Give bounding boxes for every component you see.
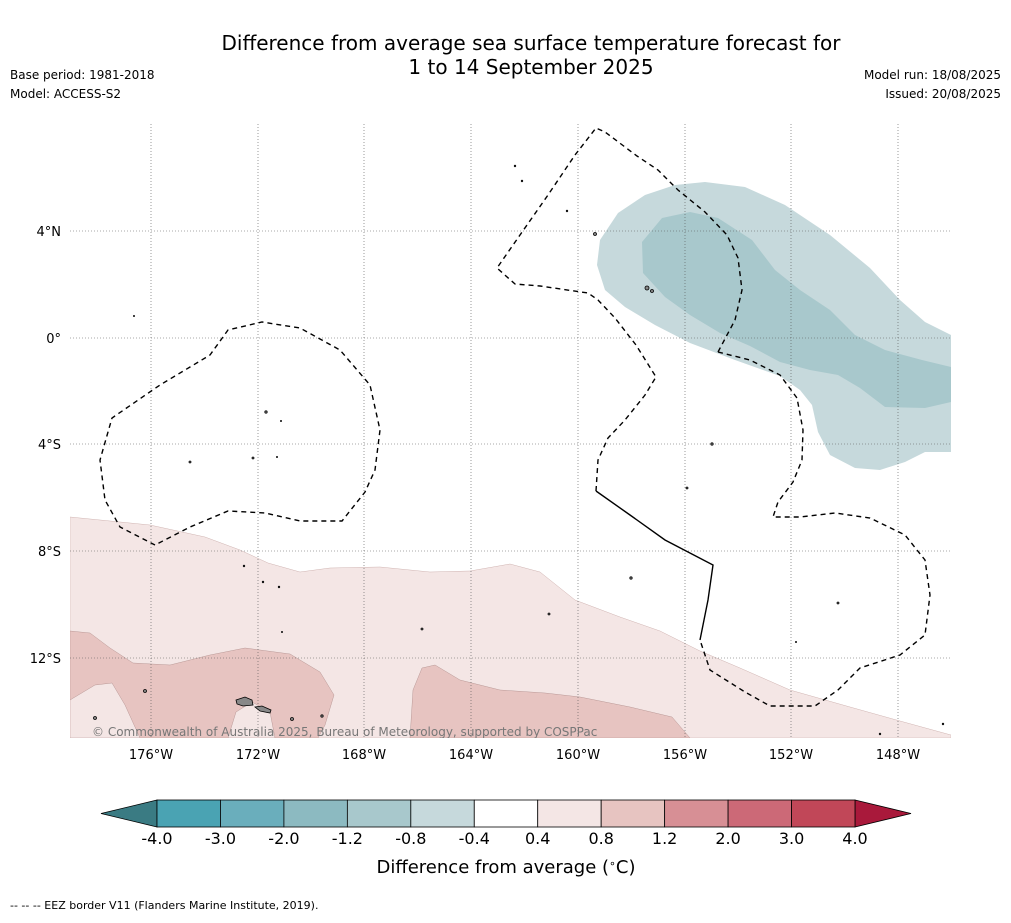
colorbar-tick-label: -2.0	[268, 829, 299, 848]
colorbar-tick-label: 3.0	[779, 829, 804, 848]
colorbar-tick-label: -3.0	[205, 829, 236, 848]
colorbar-swatch	[220, 799, 285, 828]
meta-right: Model run: 18/08/2025 Issued: 20/08/2025	[864, 66, 1001, 104]
colorbar-tick-label: -1.2	[332, 829, 363, 848]
map-title-line1: Difference from average sea surface temp…	[221, 31, 841, 55]
colorbar-degree-mark: ∘	[609, 857, 616, 870]
colorbar-tick-label: -0.8	[395, 829, 426, 848]
meta-left: Base period: 1981-2018 Model: ACCESS-S2	[10, 66, 155, 104]
map-title: Difference from average sea surface temp…	[0, 31, 1011, 79]
anomaly-warm-mid-center	[409, 664, 691, 738]
colorbar	[100, 799, 912, 828]
colorbar-title: Difference from average (∘C)	[376, 857, 635, 878]
lon-label: 156°W	[663, 748, 707, 763]
lon-label: 164°W	[449, 748, 493, 763]
colorbar-swatch	[346, 799, 412, 828]
colorbar-swatch	[791, 799, 856, 828]
eez-borders	[99, 127, 931, 707]
colorbar-tick-labels: -4.0 -3.0 -2.0 -1.2 -0.8 -0.4 0.4 0.8 1.2 2.0 3.0 4…	[141, 829, 867, 848]
colorbar-swatch	[156, 799, 221, 828]
colorbar-extend-low	[100, 799, 158, 828]
eez-border-north-central	[496, 127, 743, 492]
model-run: Model run: 18/08/2025	[863, 68, 1001, 82]
colorbar-swatch	[727, 799, 792, 828]
lat-label: 4°N	[37, 225, 62, 240]
colorbar-swatch	[600, 799, 666, 828]
colorbar-swatch	[283, 799, 348, 828]
island-upolu	[254, 705, 272, 714]
colorbar-tick-label: -4.0	[141, 829, 172, 848]
lon-label: 152°W	[769, 748, 813, 763]
colorbar-tick-label: 2.0	[715, 829, 740, 848]
lon-label: 176°W	[129, 748, 173, 763]
lat-label: 8°S	[38, 545, 61, 560]
colorbar-tick-label: 0.4	[525, 829, 550, 848]
colorbar-tick-label: 0.8	[588, 829, 613, 848]
eez-border-east	[699, 351, 931, 707]
islands	[93, 164, 945, 736]
footer-legend: -- -- -- EEZ border V11 (Flanders Marine…	[10, 899, 319, 912]
latitude-labels: 4°N 0° 4°S 8°S 12°S	[30, 225, 61, 667]
anomaly-cool-mid	[642, 212, 951, 408]
base-period: Base period: 1981-2018	[10, 68, 155, 82]
copyright-text: © Commonwealth of Australia 2025, Bureau…	[92, 725, 597, 739]
colorbar-tick-label: 1.2	[652, 829, 677, 848]
lat-label: 0°	[46, 332, 61, 347]
colorbar-tick-label: 4.0	[842, 829, 867, 848]
eez-border-solid	[595, 490, 714, 641]
model-name: Model: ACCESS-S2	[10, 87, 122, 101]
colorbar-title-text: Difference from average (	[376, 857, 609, 878]
lon-label: 148°W	[876, 748, 920, 763]
issued-date: Issued: 20/08/2025	[885, 87, 1001, 101]
colorbar-tick-label: -0.4	[459, 829, 490, 848]
island-savaii	[235, 696, 254, 707]
colorbar-extend-high	[854, 799, 912, 828]
colorbar-title-unit: C)	[616, 857, 636, 878]
lon-label: 160°W	[556, 748, 600, 763]
colorbar-swatch	[473, 799, 539, 828]
graticule	[70, 124, 951, 738]
lat-label: 4°S	[38, 438, 61, 453]
longitude-labels: 176°W 172°W 168°W 164°W 160°W 156°W 152°…	[129, 748, 920, 763]
colorbar-swatch	[410, 799, 475, 828]
anomaly-warm-cutout-left	[70, 682, 141, 738]
map-title-line2: 1 to 14 September 2025	[408, 55, 654, 79]
colorbar-swatch	[537, 799, 602, 828]
lon-label: 168°W	[342, 748, 386, 763]
colorbar-swatch	[664, 799, 729, 828]
lat-label: 12°S	[30, 652, 61, 667]
lon-label: 172°W	[236, 748, 280, 763]
